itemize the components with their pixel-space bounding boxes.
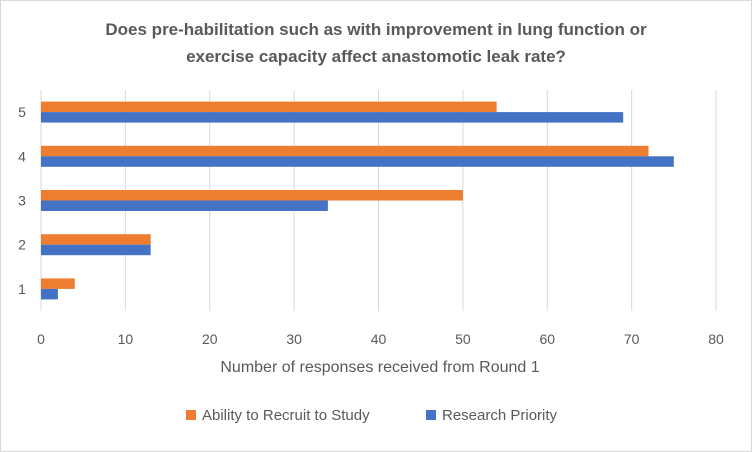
x-tick-label: 0 [37,331,45,347]
x-tick-label: 40 [371,331,387,347]
y-tick-label: 2 [18,237,26,253]
x-tick-label: 10 [118,331,134,347]
bar [41,200,328,211]
y-tick-label: 3 [18,193,26,209]
bar [41,190,463,201]
bar [41,112,624,123]
x-axis-title: Number of responses received from Round … [220,359,539,376]
x-tick-label: 80 [708,331,724,347]
x-tick-labels: 0 10 20 30 40 50 60 70 80 [37,331,724,347]
bar [41,101,497,113]
x-tick-label: 30 [286,331,302,347]
chart-title-line-1: Does pre-habilitation such as with impro… [105,20,647,39]
x-tick-label: 70 [624,331,640,347]
chart-title-line-2: exercise capacity affect anastomotic lea… [186,47,566,66]
bar [41,244,151,256]
legend-label: Ability to Recruit to Study [202,407,370,424]
bar [41,234,151,245]
y-tick-label: 5 [18,104,26,120]
legend-label: Research Priority [442,407,558,424]
legend-swatch [426,410,436,420]
bars [41,101,674,300]
bar [41,288,58,300]
bar [41,145,649,157]
bar [41,156,674,167]
bar [41,278,75,289]
y-tick-labels: 1 2 3 4 5 [18,104,26,297]
y-tick-label: 4 [18,148,26,164]
y-tick-label: 1 [18,281,26,297]
x-tick-label: 50 [455,331,471,347]
legend-swatch [186,410,196,420]
legend: Ability to Recruit to Study Research Prio… [186,407,558,424]
x-tick-label: 60 [539,331,555,347]
x-tick-label: 20 [202,331,218,347]
chart-title: Does pre-habilitation such as with impro… [0,16,752,70]
